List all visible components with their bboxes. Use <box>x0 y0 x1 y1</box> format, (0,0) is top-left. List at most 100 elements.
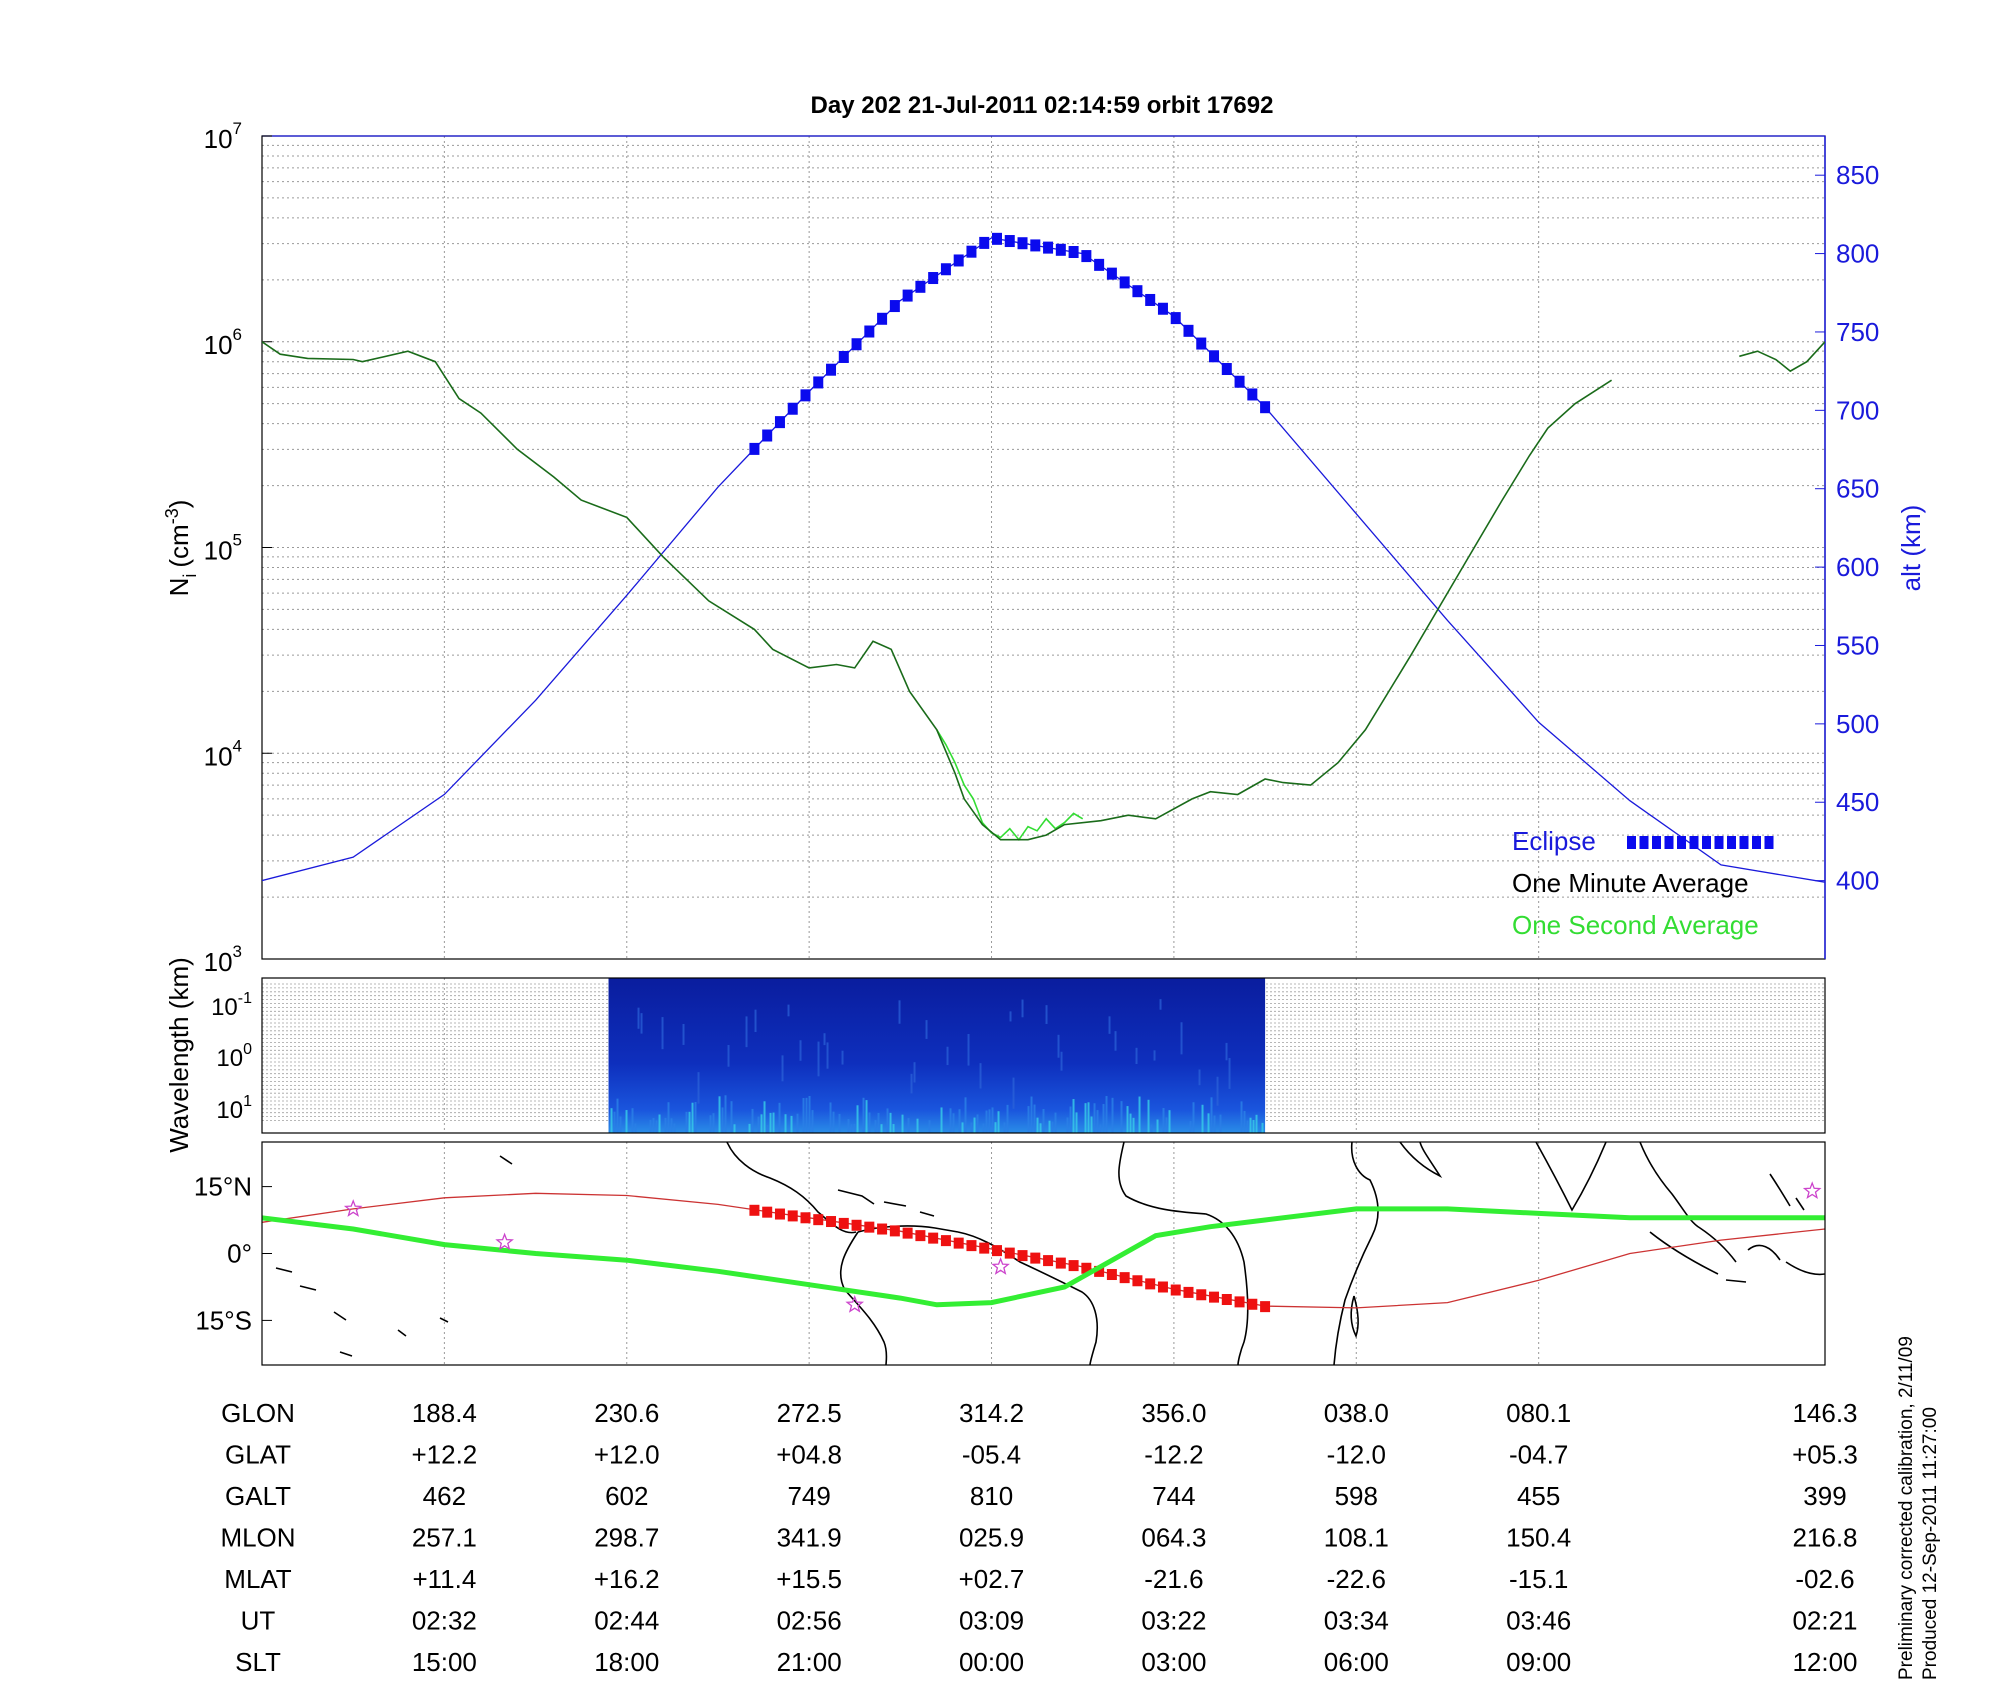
tick-exponent: 7 <box>233 119 242 138</box>
orbit-table-row-label: GLAT <box>225 1440 291 1470</box>
orbit-table-cell: +12.2 <box>411 1440 477 1470</box>
tick-base: 10 <box>216 1045 243 1072</box>
spectrogram-streak <box>889 1112 892 1133</box>
spectrogram-streak <box>868 1112 871 1133</box>
orbit-table-cell: 02:32 <box>412 1606 477 1636</box>
spectrogram-streak <box>685 1111 688 1133</box>
orbit-table-cell: +15.5 <box>776 1564 842 1594</box>
spectrogram-streak <box>1084 1103 1087 1133</box>
spectrogram-streak <box>1165 1117 1168 1133</box>
eclipse-track-mark <box>762 1206 773 1218</box>
eclipse-track-mark <box>953 1237 964 1249</box>
orbit-table-cell: -15.1 <box>1509 1564 1568 1594</box>
spectrogram-streak <box>1201 1104 1204 1133</box>
legend-minute-label: One Minute Average <box>1512 868 1749 898</box>
spectrogram-streak <box>1156 1119 1159 1133</box>
altitude-y-tick-label: 750 <box>1836 317 1879 347</box>
spectrogram-speck <box>1021 999 1024 1018</box>
orbit-table-cell: 272.5 <box>777 1398 842 1428</box>
eclipse-track-mark <box>787 1210 798 1222</box>
orbit-table-cell: 21:00 <box>777 1647 842 1677</box>
eclipse-track-mark <box>1209 1291 1220 1303</box>
eclipse-mark <box>1221 363 1232 376</box>
altitude-y-tick-label: 650 <box>1836 474 1879 504</box>
altitude-y-tick-label: 700 <box>1836 395 1879 425</box>
spectrogram-streak <box>619 1116 622 1133</box>
orbit-table-cell: 108.1 <box>1324 1523 1389 1553</box>
orbit-table-cell: +04.8 <box>776 1440 842 1470</box>
orbit-table-cell: 18:00 <box>594 1647 659 1677</box>
orbit-table-cell: 462 <box>423 1481 466 1511</box>
spectrogram-streak <box>1075 1112 1078 1133</box>
spectrogram-speck <box>799 1040 802 1061</box>
eclipse-track-mark <box>864 1221 875 1233</box>
spectrogram-streak <box>757 1116 760 1133</box>
coastline-southeast-asia <box>1639 1142 1737 1263</box>
spectrogram-streak <box>1168 1110 1171 1133</box>
orbit-table-cell: 598 <box>1335 1481 1378 1511</box>
map-y-tick-label: 0° <box>227 1239 252 1269</box>
spectrogram-streaks <box>610 999 1264 1133</box>
coastline-south-america <box>840 1231 1098 1365</box>
spectrogram-streak <box>940 1107 943 1133</box>
spectrogram-speck <box>637 1007 640 1029</box>
density-y-label: Ni (cm-3) <box>162 500 200 597</box>
orbit-table-cell: +02.7 <box>959 1564 1025 1594</box>
orbit-table-cell: -22.6 <box>1327 1564 1386 1594</box>
spectrogram-streak <box>616 1098 619 1133</box>
eclipse-track-mark <box>1183 1286 1194 1298</box>
spectrogram-streak <box>1006 1104 1009 1133</box>
density-grid <box>262 136 1825 959</box>
spectrogram-streak <box>1111 1097 1114 1133</box>
spectrogram-streak <box>730 1101 733 1133</box>
spectrogram-streak <box>973 1117 976 1133</box>
one-minute-average-line <box>262 341 1613 841</box>
orbit-table-cell: -04.7 <box>1509 1440 1568 1470</box>
side-note-line-2: Produced 12-Sep-2011 11:27:00 <box>1920 1407 1941 1680</box>
spectrogram-speck <box>1198 1069 1201 1086</box>
density-y-label-sub: i <box>180 574 200 578</box>
spectrogram-streak <box>970 1122 973 1133</box>
legend-eclipse-square <box>1689 836 1699 849</box>
orbit-table-cell: 02:44 <box>594 1606 659 1636</box>
eclipse-mark <box>1017 237 1028 250</box>
eclipse-mark <box>813 376 824 389</box>
spectrogram-speck <box>1225 1042 1228 1061</box>
orbit-table-cell: 399 <box>1803 1481 1846 1511</box>
orbit-table-cell: 602 <box>605 1481 648 1511</box>
spectrogram-streak <box>1039 1123 1042 1133</box>
eclipse-mark <box>915 280 926 293</box>
eclipse-track-mark <box>877 1223 888 1235</box>
spectrogram-speck <box>910 1073 913 1094</box>
spectrogram-streak <box>862 1097 865 1133</box>
eclipse-mark <box>826 363 837 376</box>
spectrogram-speck <box>727 1044 730 1067</box>
spectrogram-streak <box>1096 1110 1099 1133</box>
spectrogram-streak <box>916 1118 919 1133</box>
spectrogram-streak <box>832 1111 835 1133</box>
spectrogram-streak <box>928 1120 931 1133</box>
spectrogram-streak <box>724 1095 727 1133</box>
orbit-table-cell: 064.3 <box>1141 1523 1206 1553</box>
eclipse-track-mark <box>1004 1247 1015 1259</box>
spectrogram-streak <box>982 1123 985 1133</box>
eclipse-track-mark <box>1068 1260 1079 1272</box>
eclipse-track-mark <box>1094 1265 1105 1277</box>
eclipse-track-mark <box>928 1232 939 1244</box>
altitude-y-tick-label: 850 <box>1836 160 1879 190</box>
spectrogram-streak <box>1132 1117 1135 1133</box>
spectrogram-streak <box>1129 1113 1132 1133</box>
spectrogram-y-label: Wavelength (km) <box>164 957 194 1153</box>
eclipse-mark <box>966 245 977 258</box>
spectrogram-streak <box>610 1108 613 1133</box>
spectrogram-streak <box>1240 1101 1243 1133</box>
density-y-tick-label: 103 <box>204 942 242 977</box>
eclipse-track-mark <box>1017 1250 1028 1262</box>
eclipse-mark <box>1132 285 1143 298</box>
eclipse-track-mark <box>889 1225 900 1237</box>
spectrogram-speck <box>1153 1050 1156 1061</box>
spectrogram-streak <box>1120 1101 1123 1133</box>
spectrogram-speck <box>826 1042 829 1069</box>
